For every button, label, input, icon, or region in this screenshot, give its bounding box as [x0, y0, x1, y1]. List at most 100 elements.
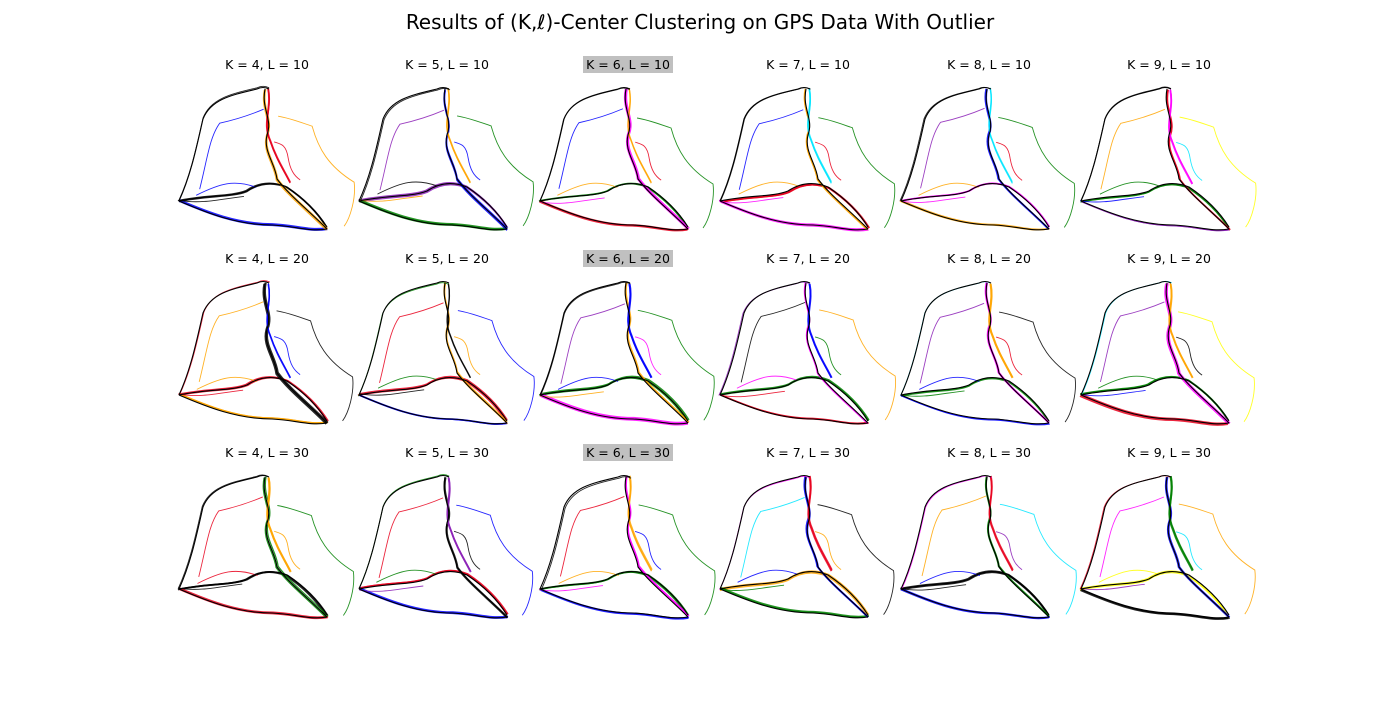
trajectory-line: [539, 280, 631, 396]
trajectory-line: [1165, 282, 1230, 424]
trajectory-line: [1168, 283, 1194, 378]
trajectory-line: [539, 394, 689, 425]
trajectory-line: [560, 303, 626, 384]
trajectory-line: [1080, 376, 1230, 422]
trajectory-line: [358, 195, 423, 202]
trajectory-line: [1080, 474, 1172, 590]
trajectory-line: [900, 571, 1050, 617]
trajectory-line: [539, 395, 689, 426]
trajectory-line: [803, 88, 868, 230]
trajectory-line: [719, 587, 869, 618]
trajectory-line: [719, 393, 868, 424]
trajectory-line: [900, 200, 1050, 231]
trajectory-line: [1179, 116, 1257, 228]
trajectory-line: [178, 86, 270, 202]
panel-title-text: K = 8, L = 20: [947, 251, 1031, 266]
trajectory-line: [719, 474, 811, 590]
trajectory-line: [985, 476, 1050, 618]
panel-title-text: K = 6, L = 20: [583, 250, 673, 267]
panel-title: K = 9, L = 10: [1079, 57, 1259, 72]
panel-title: K = 6, L = 10: [538, 56, 718, 73]
trajectory-line: [443, 281, 508, 423]
trajectory-line: [634, 336, 662, 376]
trajectory-line: [539, 570, 689, 616]
trajectory-line: [178, 394, 328, 425]
trajectory-line: [177, 474, 269, 589]
cluster-panel: K = 6, L = 10: [538, 56, 718, 247]
trajectory-line: [1079, 196, 1145, 203]
trajectory-plot: [1079, 280, 1255, 426]
trajectory-line: [900, 376, 1050, 422]
trajectory-line: [918, 182, 979, 196]
panel-title-text: K = 8, L = 10: [947, 57, 1031, 72]
trajectory-line: [359, 569, 509, 615]
trajectory-line: [559, 496, 625, 577]
trajectory-line: [988, 476, 1014, 572]
trajectory-line: [900, 377, 1050, 422]
trajectory-line: [807, 87, 832, 183]
trajectory-line: [557, 182, 618, 196]
trajectory-line: [900, 280, 992, 396]
trajectory-line: [900, 588, 1050, 619]
trajectory-line: [807, 283, 833, 379]
trajectory-line: [1080, 570, 1230, 616]
panel-title-text: K = 9, L = 20: [1127, 251, 1211, 266]
trajectory-line: [900, 182, 1050, 228]
figure-title: Results of (K,ℓ)-Center Clustering on GP…: [405, 10, 995, 34]
trajectory-plot: [538, 474, 716, 620]
trajectory-line: [179, 389, 244, 397]
cluster-panel: K = 5, L = 20: [357, 251, 537, 441]
trajectory-line: [178, 85, 270, 201]
cluster-panel: K = 7, L = 30: [718, 445, 898, 635]
cluster-panel: K = 4, L = 20: [177, 251, 357, 441]
trajectory-line: [377, 375, 439, 389]
trajectory-line: [273, 530, 301, 570]
trajectory-line: [446, 88, 471, 184]
trajectory-line: [1175, 336, 1203, 376]
trajectory-line: [457, 310, 535, 421]
trajectory-line: [804, 476, 869, 618]
trajectory-line: [262, 89, 327, 231]
panel-title: K = 8, L = 20: [899, 251, 1079, 266]
trajectory-line: [1080, 376, 1230, 422]
cluster-panel: K = 7, L = 20: [718, 251, 898, 441]
trajectory-line: [719, 570, 869, 616]
trajectory-line: [179, 571, 329, 616]
trajectory-line: [807, 89, 832, 184]
trajectory-line: [539, 376, 689, 422]
trajectory-line: [178, 280, 270, 396]
trajectory-line: [624, 282, 689, 424]
trajectory-line: [1081, 390, 1146, 397]
trajectory-line: [358, 569, 508, 615]
trajectory-line: [636, 117, 714, 229]
trajectory-line: [446, 477, 472, 572]
trajectory-line: [1178, 503, 1256, 615]
trajectory-line: [376, 569, 437, 583]
trajectory-line: [627, 87, 652, 183]
trajectory-line: [446, 87, 471, 183]
trajectory-line: [178, 376, 328, 422]
trajectory-line: [539, 391, 604, 398]
cluster-panel: K = 4, L = 10: [177, 57, 357, 247]
trajectory-line: [1165, 88, 1230, 230]
trajectory-line: [1080, 583, 1145, 591]
trajectory-line: [262, 283, 328, 425]
trajectory-line: [720, 390, 785, 398]
trajectory-line: [358, 200, 507, 231]
trajectory-line: [360, 389, 425, 396]
trajectory-line: [179, 280, 271, 395]
cluster-panel: K = 6, L = 30: [538, 444, 718, 635]
trajectory-line: [719, 200, 869, 231]
trajectory-line: [277, 505, 355, 616]
trajectory-line: [1080, 375, 1229, 421]
trajectory-line: [998, 116, 1076, 228]
trajectory-line: [900, 394, 1050, 425]
trajectory-line: [177, 182, 327, 227]
trajectory-line: [1080, 394, 1230, 425]
trajectory-line: [637, 309, 715, 421]
trajectory-line: [902, 584, 967, 591]
trajectory-line: [720, 570, 870, 615]
trajectory-line: [359, 587, 508, 618]
trajectory-line: [178, 200, 328, 231]
trajectory-plot: [900, 280, 1076, 426]
